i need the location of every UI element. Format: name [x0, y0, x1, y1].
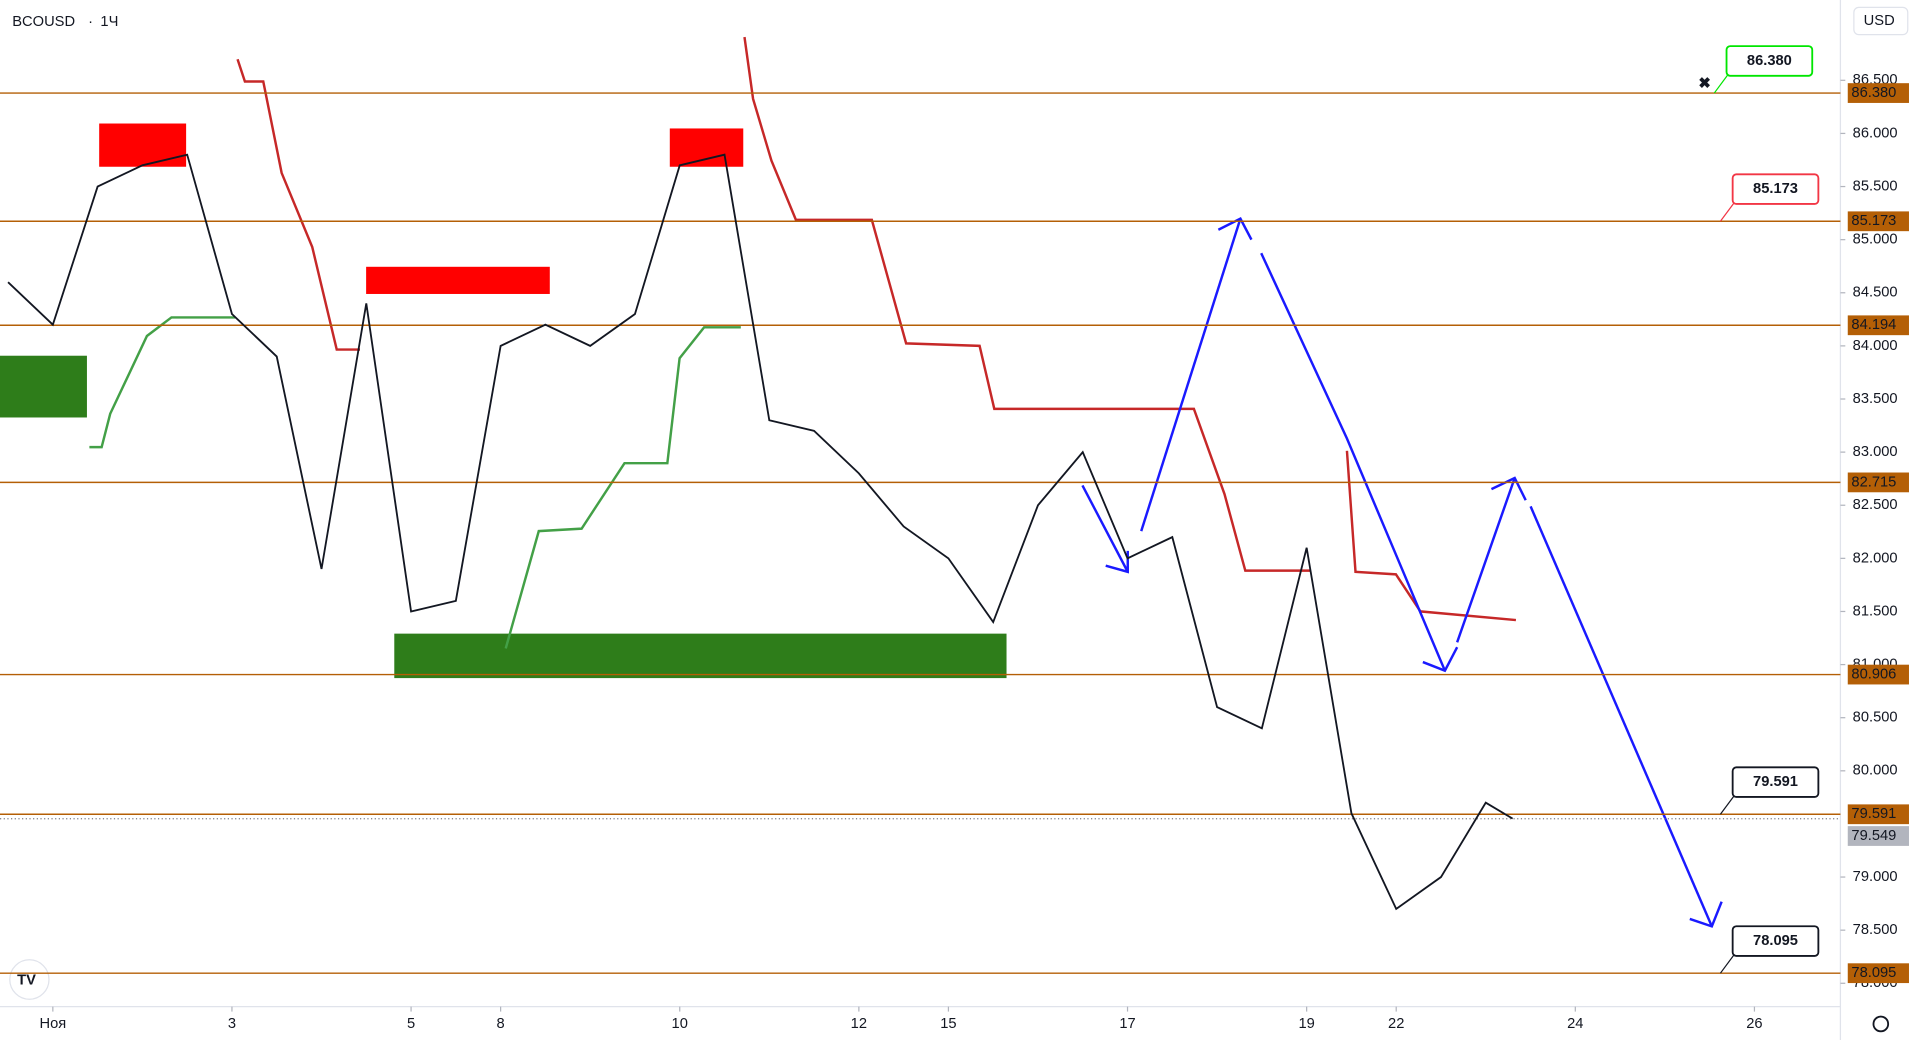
- x-tick-label: 24: [1567, 1016, 1583, 1032]
- support-zone: [0, 355, 87, 418]
- x-tick-label: Ноя: [39, 1016, 66, 1032]
- trend-line: [504, 326, 741, 649]
- logo: TV: [9, 959, 50, 1000]
- x-tick-label: 10: [672, 1016, 688, 1032]
- level-tag: [1847, 315, 1909, 336]
- callout-box: [1725, 45, 1814, 77]
- y-tick-label: 78.500: [1853, 922, 1898, 938]
- callout-pointer: [1719, 794, 1736, 815]
- trend-line: [236, 58, 360, 351]
- y-tick-label: 84.500: [1853, 285, 1898, 301]
- callout-label: 79.591: [1753, 774, 1798, 790]
- callout-box: [1731, 925, 1820, 957]
- separator: ·: [88, 14, 93, 30]
- resistance-zone: [366, 266, 550, 294]
- callout-pointer: [1719, 201, 1736, 222]
- x-tick-label: 26: [1746, 1016, 1762, 1032]
- trend-line: [743, 36, 1311, 572]
- callout-pointer: [1713, 72, 1730, 94]
- y-tick-label: 79.000: [1853, 869, 1898, 885]
- support-zone: [394, 633, 1007, 679]
- y-tick-label: 86.000: [1853, 125, 1898, 141]
- projection-arrow: [1081, 216, 1723, 928]
- trend-line: [89, 316, 236, 449]
- y-tick-label: 82.000: [1853, 550, 1898, 566]
- currency[interactable]: USD: [1864, 13, 1895, 29]
- svg-text:TV: TV: [17, 973, 36, 989]
- level-tag-label: 80.906: [1851, 666, 1896, 682]
- x-tick-label: 22: [1388, 1016, 1404, 1032]
- level-tag: [1847, 472, 1909, 493]
- x-tick-label: 12: [851, 1016, 867, 1032]
- interval: 1Ч: [100, 14, 118, 30]
- y-tick-label: 81.500: [1853, 603, 1898, 619]
- last-price-tag: [1847, 826, 1909, 846]
- level-tag-label: 84.194: [1851, 317, 1896, 333]
- level-tag: [1847, 83, 1909, 103]
- x-tick-label: 3: [228, 1016, 236, 1032]
- y-tick-label: 84.000: [1853, 338, 1898, 354]
- y-tick-label: 83.000: [1853, 444, 1898, 460]
- level-tag-label: 85.173: [1851, 213, 1896, 229]
- level-tag: [1847, 804, 1909, 825]
- callout-box: [1731, 766, 1820, 798]
- y-tick-label: 80.500: [1853, 710, 1898, 726]
- level-tag-label: 78.095: [1851, 965, 1896, 981]
- stop-mark: ✖: [1698, 76, 1710, 92]
- x-tick-label: 15: [940, 1016, 956, 1032]
- level-tag-label: 86.380: [1851, 85, 1896, 101]
- level-tag: [1847, 963, 1909, 984]
- x-tick-label: 5: [407, 1016, 415, 1032]
- resistance-zone: [669, 128, 744, 167]
- callout-box: [1731, 173, 1820, 205]
- callout-pointer: [1719, 953, 1736, 974]
- currency-button[interactable]: [1853, 6, 1909, 36]
- settings-button[interactable]: [1872, 1015, 1890, 1033]
- level-tag-label: 79.591: [1851, 806, 1896, 822]
- symbol: BCOUSD: [12, 14, 75, 30]
- callout-label: 78.095: [1753, 933, 1798, 949]
- y-tick-label: 80.000: [1853, 763, 1898, 779]
- y-tick-label: 85.000: [1853, 232, 1898, 248]
- price-line: [7, 153, 1514, 911]
- x-tick-label: 8: [497, 1016, 505, 1032]
- resistance-zone: [99, 123, 187, 167]
- callout-label: 85.173: [1753, 181, 1798, 197]
- y-tick-label: 85.500: [1853, 178, 1898, 194]
- level-tag-label: 82.715: [1851, 474, 1896, 490]
- level-tag: [1847, 664, 1909, 685]
- x-tick-label: 17: [1119, 1016, 1135, 1032]
- callout-label: 86.380: [1747, 53, 1792, 69]
- x-tick-label: 19: [1298, 1016, 1314, 1032]
- last-price-label: 79.549: [1851, 828, 1896, 844]
- level-tag: [1847, 211, 1909, 232]
- y-tick-label: 83.500: [1853, 391, 1898, 407]
- trend-line: [1345, 450, 1517, 622]
- y-tick-label: 82.500: [1853, 497, 1898, 513]
